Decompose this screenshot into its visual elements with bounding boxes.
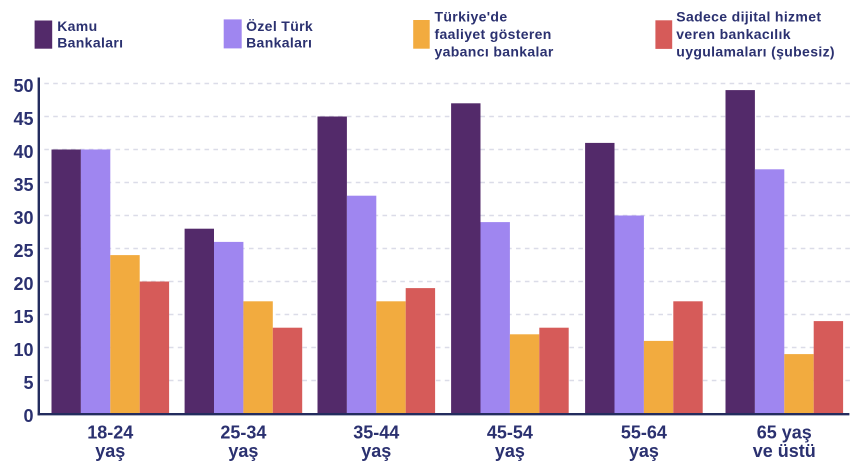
svg-text:veren bankacılık: veren bankacılık xyxy=(676,26,791,42)
svg-text:35-44: 35-44 xyxy=(353,423,399,443)
svg-text:faaliyet gösteren: faaliyet gösteren xyxy=(435,26,552,42)
svg-text:yaş: yaş xyxy=(228,441,258,461)
svg-text:30: 30 xyxy=(13,208,33,228)
svg-text:yaş: yaş xyxy=(495,441,525,461)
svg-text:45: 45 xyxy=(13,109,33,129)
svg-text:Sadece dijital hizmet: Sadece dijital hizmet xyxy=(676,8,821,24)
svg-text:yabancı bankalar: yabancı bankalar xyxy=(435,43,554,59)
svg-text:10: 10 xyxy=(13,340,33,360)
svg-text:ve üstü: ve üstü xyxy=(753,441,816,461)
svg-text:50: 50 xyxy=(13,76,33,96)
svg-text:Bankaları: Bankaları xyxy=(57,35,123,51)
svg-text:Türkiye'de: Türkiye'de xyxy=(435,8,508,24)
svg-text:uygulamaları (şubesiz): uygulamaları (şubesiz) xyxy=(676,43,835,59)
svg-text:yaş: yaş xyxy=(95,441,125,461)
svg-text:45-54: 45-54 xyxy=(487,423,533,443)
svg-text:Özel Türk: Özel Türk xyxy=(246,18,313,34)
svg-text:40: 40 xyxy=(13,142,33,162)
svg-text:yaş: yaş xyxy=(629,441,659,461)
svg-text:18-24: 18-24 xyxy=(87,423,133,443)
svg-text:20: 20 xyxy=(13,274,33,294)
svg-text:25-34: 25-34 xyxy=(220,423,266,443)
svg-text:5: 5 xyxy=(23,373,33,393)
svg-text:55-64: 55-64 xyxy=(621,423,667,443)
svg-text:0: 0 xyxy=(23,406,33,426)
svg-text:yaş: yaş xyxy=(361,441,391,461)
svg-text:35: 35 xyxy=(13,175,33,195)
svg-text:Bankaları: Bankaları xyxy=(246,35,312,51)
svg-text:Kamu: Kamu xyxy=(57,18,97,34)
svg-text:15: 15 xyxy=(13,307,33,327)
svg-text:65 yaş: 65 yaş xyxy=(757,423,812,443)
svg-text:25: 25 xyxy=(13,241,33,261)
